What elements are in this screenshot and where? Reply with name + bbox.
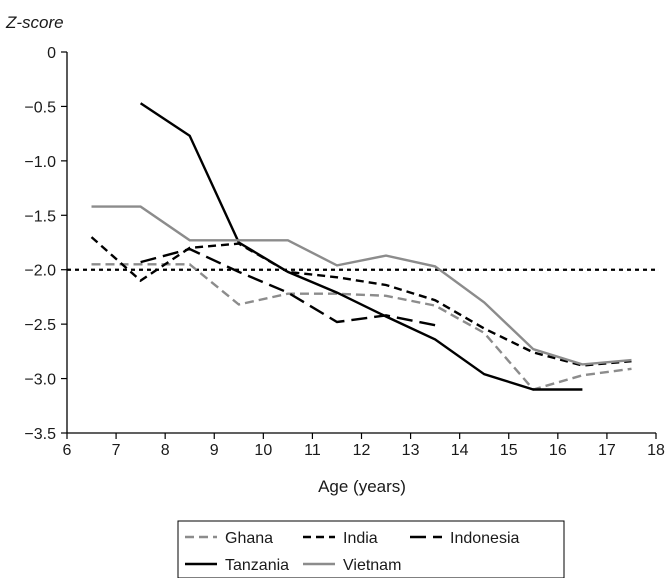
series-line-tanzania [139,102,583,391]
legend: Ghana India Indonesia Tanzania Vietnam [177,520,565,578]
x-tick-label: 16 [549,442,567,459]
legend-box [177,520,565,578]
y-tick-label: −2.0 [24,263,56,280]
plot-area: 0 −0.5 −1.0 −1.5 −2.0 −2.5 −3.0 −3.5 6 7 8 9 10 11 12 1… [24,45,665,459]
legend-label-indonesia: Indonesia [450,530,519,547]
y-tick-label: 0 [47,45,56,62]
x-tick-label: 11 [304,442,321,459]
y-tick-label: −0.5 [24,99,56,116]
y-tick-label: −1.0 [24,154,56,171]
y-axis-label: Z-score [5,13,64,32]
x-tick-label: 9 [210,442,219,459]
x-tick-label: 10 [254,442,272,459]
x-tick-label: 14 [451,442,469,459]
x-tick-label: 17 [598,442,616,459]
y-tick-label: −1.5 [24,208,56,225]
series-line-indonesia [140,247,436,327]
y-tick-label: −3.0 [24,372,56,389]
x-tick-label: 6 [63,442,72,459]
y-tick-label: −3.5 [24,426,56,443]
x-tick-label: 18 [647,442,665,459]
x-tick-label: 13 [402,442,420,459]
x-tick-label: 8 [161,442,170,459]
x-tick-label: 15 [500,442,518,459]
series-line-vietnam [91,205,632,366]
x-tick-label: 7 [112,442,121,459]
series-line-india [90,236,632,367]
x-axis-label: Age (years) [318,477,406,496]
legend-label-vietnam: Vietnam [343,557,401,574]
y-tick-label: −2.5 [24,317,56,334]
legend-label-india: India [343,530,378,547]
legend-label-tanzania: Tanzania [225,557,289,574]
series-line-ghana [91,263,632,391]
x-tick-label: 12 [353,442,371,459]
legend-label-ghana: Ghana [225,530,273,547]
